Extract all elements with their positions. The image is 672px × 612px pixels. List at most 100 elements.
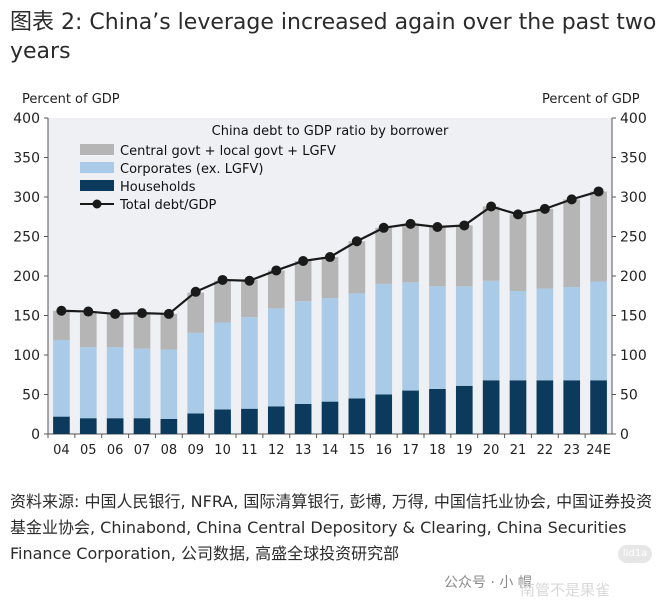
bar-central-govt: [53, 310, 70, 340]
bar-households: [536, 380, 554, 434]
x-tick-label: 08: [161, 443, 178, 458]
x-tick-label: 15: [349, 443, 366, 458]
y-tick-label-left: 400: [13, 111, 40, 127]
bar-households: [402, 390, 419, 434]
total-debt-point: [190, 286, 201, 297]
total-debt-point: [513, 209, 523, 220]
bar-households: [187, 413, 205, 434]
bar-households: [482, 380, 500, 434]
total-debt-point: [271, 265, 282, 276]
y-tick-label-right: 50: [620, 388, 638, 404]
source-note: 资料来源: 中国人民银行, NFRA, 国际清算银行, 彭博, 万得, 中国信托…: [10, 492, 653, 563]
x-tick-label: 07: [134, 443, 151, 458]
bar-central-govt: [106, 313, 124, 348]
legend-label: Total debt/GDP: [119, 198, 217, 213]
y-tick-label-right: 400: [620, 111, 647, 127]
bar-central-govt: [375, 227, 393, 284]
y-tick-label-left: 200: [13, 269, 40, 285]
bar-households: [214, 409, 231, 434]
x-tick-label: 23: [563, 443, 580, 458]
legend-label: Households: [120, 180, 196, 195]
bar-corporates: [536, 288, 554, 381]
bar-households: [509, 380, 527, 434]
y-tick-label-right: 350: [620, 151, 647, 167]
x-tick-label: 04: [53, 443, 70, 458]
total-debt-point: [593, 186, 604, 197]
bar-households: [241, 408, 258, 434]
total-debt-point: [325, 252, 335, 263]
x-tick-label: 18: [429, 443, 446, 458]
total-debt-point: [539, 203, 550, 214]
x-tick-label: 19: [456, 443, 473, 458]
bar-households: [590, 380, 607, 434]
bar-households: [133, 418, 151, 434]
total-debt-point: [56, 305, 67, 316]
legend-line-marker: [92, 199, 102, 209]
bar-central-govt: [79, 313, 97, 348]
bar-corporates: [509, 291, 527, 381]
bar-households: [53, 416, 70, 434]
x-tick-label: 17: [402, 443, 419, 458]
right-axis-unit: Percent of GDP: [542, 92, 640, 107]
legend-label: Corporates (ex. LGFV): [120, 162, 263, 177]
bar-central-govt: [455, 225, 473, 287]
bar-central-govt: [590, 191, 607, 282]
bar-corporates: [375, 283, 393, 395]
total-debt-point: [217, 274, 228, 285]
bar-households: [375, 394, 393, 434]
bar-households: [563, 380, 581, 434]
bar-households: [294, 403, 312, 434]
y-tick-label-right: 250: [620, 230, 647, 246]
total-debt-point: [110, 308, 121, 319]
bar-corporates: [455, 286, 473, 386]
left-axis-unit: Percent of GDP: [22, 92, 120, 107]
bar-households: [106, 418, 124, 434]
x-tick-label: 22: [537, 443, 554, 458]
bar-households: [348, 398, 366, 434]
legend-swatch: [80, 180, 114, 191]
watermark-text: 公众号 · 小 帽: [444, 575, 532, 591]
bar-central-govt: [509, 214, 527, 292]
total-debt-point: [432, 222, 443, 233]
bar-corporates: [321, 298, 339, 402]
bar-corporates: [133, 348, 151, 419]
x-tick-label: 10: [214, 443, 231, 458]
x-tick-label: 06: [107, 443, 124, 458]
bar-households: [79, 418, 97, 434]
bar-corporates: [267, 308, 285, 407]
bar-corporates: [187, 332, 205, 414]
x-tick-label: 16: [375, 443, 392, 458]
x-tick-label: 11: [241, 443, 258, 458]
bar-corporates: [79, 347, 97, 419]
bar-households: [160, 418, 178, 434]
bar-corporates: [106, 347, 124, 419]
bar-corporates: [214, 322, 231, 410]
bar-households: [321, 401, 339, 434]
total-debt-point: [405, 218, 416, 229]
bar-central-govt: [536, 208, 554, 289]
total-debt-point: [566, 194, 577, 205]
y-tick-label-left: 150: [13, 309, 40, 325]
bar-corporates: [482, 280, 500, 381]
y-tick-label-left: 300: [13, 190, 40, 206]
x-tick-label: 13: [295, 443, 312, 458]
y-tick-label-right: 100: [620, 348, 647, 364]
total-debt-point: [378, 222, 389, 233]
bar-corporates: [402, 282, 419, 391]
y-tick-label-left: 100: [13, 348, 40, 364]
x-tick-label: 12: [268, 443, 285, 458]
x-tick-label: 05: [80, 443, 97, 458]
y-tick-label-right: 200: [620, 269, 647, 285]
bar-central-govt: [402, 223, 419, 283]
total-debt-point: [137, 308, 147, 319]
bar-corporates: [294, 301, 312, 404]
bar-corporates: [563, 287, 581, 381]
y-tick-label-left: 50: [22, 388, 40, 404]
bar-central-govt: [348, 241, 366, 294]
total-debt-point: [459, 220, 470, 231]
bar-central-govt: [187, 292, 205, 333]
y-tick-label-right: 150: [620, 309, 647, 325]
bar-corporates: [53, 339, 70, 417]
watermark-logo-text: 南管不是果雀: [520, 581, 611, 599]
